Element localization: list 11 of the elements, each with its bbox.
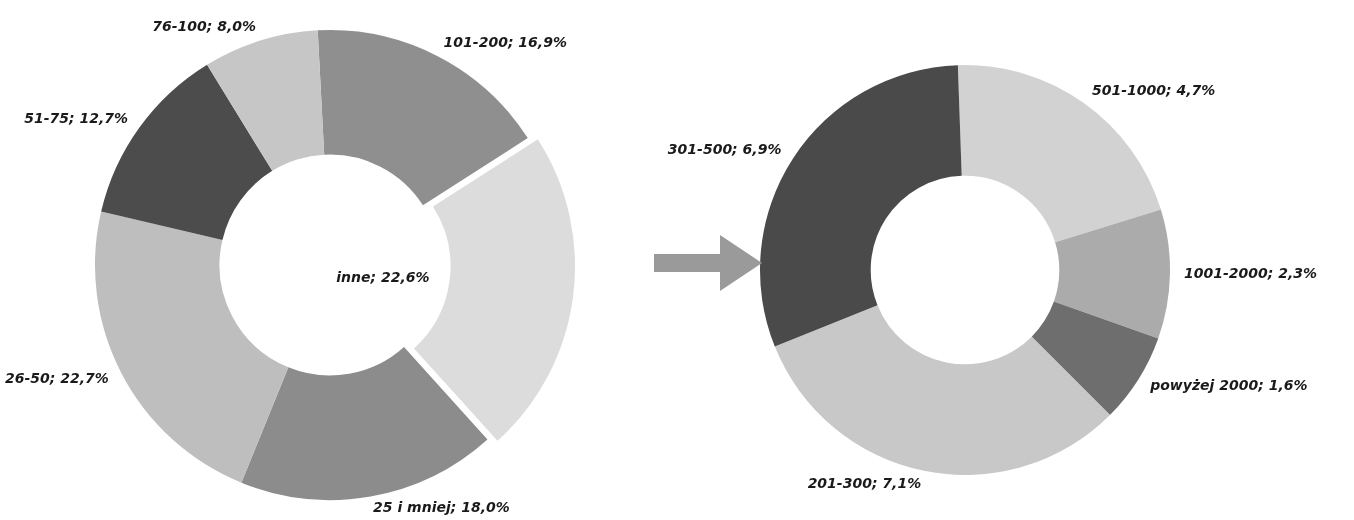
slice-label: 101-200; 16,9%	[443, 34, 567, 51]
slice-label: powyżej 2000; 1,6%	[1149, 377, 1308, 394]
slice-label: 25 i mniej; 18,0%	[373, 498, 510, 515]
slice-label: inne; 22,6%	[336, 268, 430, 285]
slice-label: 76-100; 8,0%	[152, 17, 257, 34]
slice-label: 201-300; 7,1%	[807, 475, 922, 492]
slice-label: 51-75; 12,7%	[24, 109, 129, 126]
slice-label: 26-50; 22,7%	[5, 370, 109, 387]
slice-label: 501-1000; 4,7%	[1091, 82, 1216, 99]
slice-label: 1001-2000; 2,3%	[1183, 265, 1317, 282]
slice-label: 301-500; 6,9%	[667, 141, 782, 158]
